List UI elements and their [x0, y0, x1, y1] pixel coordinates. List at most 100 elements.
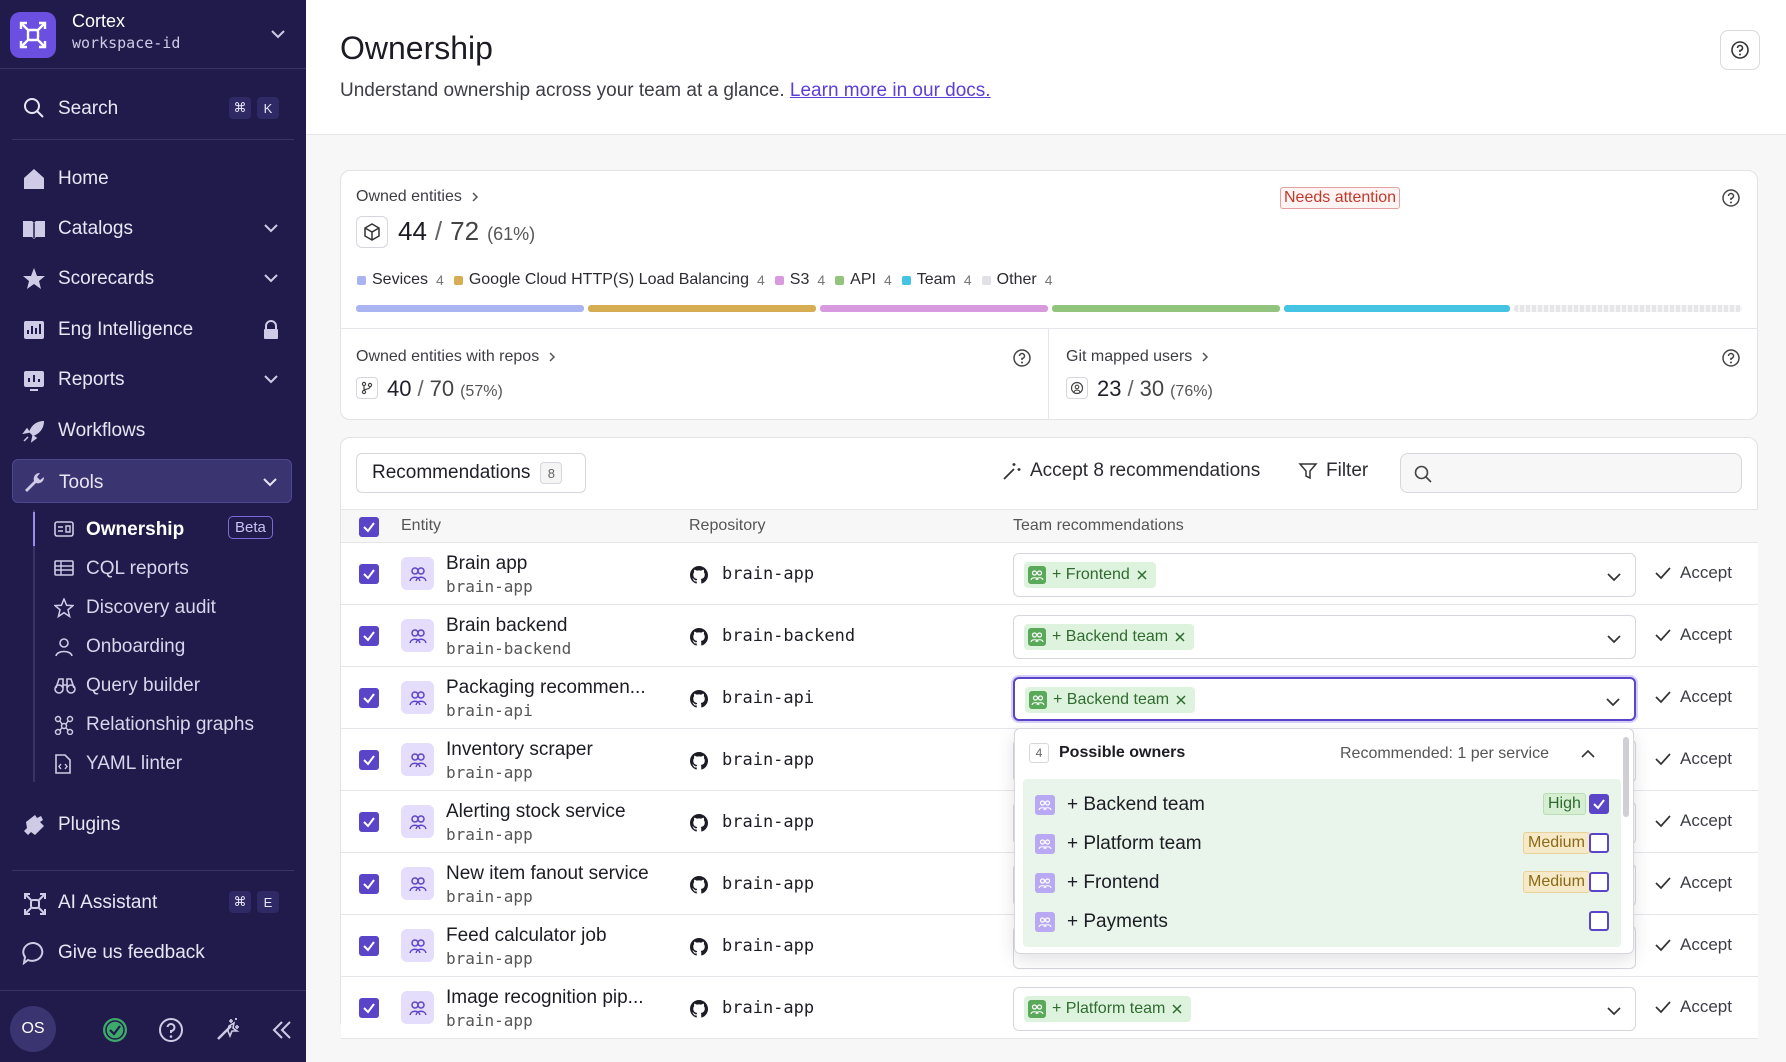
owner-checkbox[interactable]	[1589, 794, 1609, 814]
help-icon[interactable]	[158, 1017, 184, 1043]
owner-checkbox[interactable]	[1589, 911, 1609, 931]
docs-link[interactable]: Learn more in our docs.	[789, 80, 991, 101]
team-chip[interactable]: + Backend team	[1024, 624, 1195, 650]
accept-all-button[interactable]: Accept 8 recommendations	[1002, 460, 1260, 482]
team-chip[interactable]: + Frontend	[1024, 562, 1156, 588]
repository-name[interactable]: brain-app	[722, 750, 815, 770]
accept-button[interactable]: Accept	[1654, 625, 1732, 645]
accept-button[interactable]: Accept	[1654, 563, 1732, 583]
accept-button[interactable]: Accept	[1654, 873, 1732, 893]
entity-name[interactable]: New item fanout service	[446, 863, 649, 884]
remove-chip-icon[interactable]	[1175, 694, 1187, 706]
sidebar-item-ai-assistant[interactable]: AI Assistant ⌘ E	[12, 880, 292, 924]
team-select[interactable]: + Backend team	[1013, 615, 1636, 659]
accept-button[interactable]: Accept	[1654, 687, 1732, 707]
column-header-entity[interactable]: Entity	[401, 517, 442, 534]
help-button[interactable]	[1720, 30, 1760, 70]
entity-name[interactable]: Brain app	[446, 553, 528, 574]
row-checkbox[interactable]	[359, 750, 379, 770]
legend-count: 4	[883, 272, 892, 288]
accept-button[interactable]: Accept	[1654, 749, 1732, 769]
scrollbar[interactable]	[1623, 737, 1629, 817]
repos-link[interactable]: Owned entities with repos	[356, 348, 557, 366]
entity-name[interactable]: Image recognition pip...	[446, 987, 644, 1008]
owner-option[interactable]: + Platform team Medium	[1023, 824, 1621, 863]
accept-button[interactable]: Accept	[1654, 811, 1732, 831]
sidebar-item-scorecards[interactable]: Scorecards	[12, 256, 292, 300]
sidebar-item-eng-intelligence[interactable]: Eng Intelligence	[12, 307, 292, 351]
repository-name[interactable]: brain-app	[722, 998, 815, 1018]
team-select[interactable]: + Frontend	[1013, 553, 1636, 597]
sidebar-subitem-yaml-linter[interactable]: YAML linter	[34, 745, 294, 781]
repository-name[interactable]: brain-api	[722, 688, 815, 708]
sidebar-subitem-query-builder[interactable]: Query builder	[34, 667, 294, 703]
team-select[interactable]: + Platform team	[1013, 987, 1636, 1031]
sidebar-subitem-cql-reports[interactable]: CQL reports	[34, 550, 294, 586]
entity-name[interactable]: Inventory scraper	[446, 739, 593, 760]
column-header-team[interactable]: Team recommendations	[1013, 517, 1184, 534]
entity-name[interactable]: Feed calculator job	[446, 925, 607, 946]
sidebar-item-workflows[interactable]: Workflows	[12, 408, 292, 452]
row-checkbox[interactable]	[359, 874, 379, 894]
team-select[interactable]: + Backend team	[1013, 677, 1636, 721]
sidebar-item-plugins[interactable]: Plugins	[12, 802, 292, 846]
help-icon[interactable]	[1721, 348, 1741, 368]
entity-name[interactable]: Brain backend	[446, 615, 568, 636]
column-header-repository[interactable]: Repository	[689, 517, 766, 534]
help-icon[interactable]	[1012, 348, 1032, 368]
repository-name[interactable]: brain-app	[722, 812, 815, 832]
owner-option[interactable]: + Backend team High	[1023, 785, 1621, 824]
sidebar-search[interactable]: Search ⌘ K	[0, 86, 306, 130]
sidebar-item-home[interactable]: Home	[12, 156, 292, 200]
accept-button[interactable]: Accept	[1654, 997, 1732, 1017]
status-check-icon[interactable]	[102, 1017, 128, 1043]
sidebar-subitem-onboarding[interactable]: Onboarding	[34, 628, 294, 664]
entity-name[interactable]: Alerting stock service	[446, 801, 626, 822]
row-checkbox[interactable]	[359, 812, 379, 832]
owner-checkbox[interactable]	[1589, 833, 1609, 853]
row-checkbox[interactable]	[359, 936, 379, 956]
remove-chip-icon[interactable]	[1136, 569, 1148, 581]
select-all-checkbox[interactable]	[359, 517, 379, 537]
owner-option[interactable]: + Frontend Medium	[1023, 863, 1621, 902]
team-icon	[1035, 795, 1055, 815]
search-input[interactable]	[1400, 453, 1742, 493]
row-checkbox[interactable]	[359, 998, 379, 1018]
owner-option[interactable]: + Payments	[1023, 902, 1621, 941]
repository-name[interactable]: brain-app	[722, 564, 815, 584]
owner-checkbox[interactable]	[1589, 872, 1609, 892]
sidebar-item-feedback[interactable]: Give us feedback	[12, 930, 292, 974]
remove-chip-icon[interactable]	[1174, 631, 1186, 643]
sidebar-item-catalogs[interactable]: Catalogs	[12, 206, 292, 250]
row-checkbox[interactable]	[359, 626, 379, 646]
accept-button[interactable]: Accept	[1654, 935, 1732, 955]
workspace-switcher[interactable]: Cortex workspace-id	[0, 0, 306, 69]
repository-name[interactable]: brain-app	[722, 936, 815, 956]
chevron-up-icon[interactable]	[1579, 747, 1597, 761]
avatar[interactable]: OS	[10, 1006, 56, 1052]
help-icon[interactable]	[1721, 188, 1741, 208]
entity-name[interactable]: Packaging recommen...	[446, 677, 646, 698]
git-users-link[interactable]: Git mapped users	[1066, 348, 1210, 366]
possible-owners-list: + Backend team High + Platform team Medi…	[1023, 779, 1621, 947]
row-checkbox[interactable]	[359, 688, 379, 708]
sidebar-subitem-relationship-graphs[interactable]: Relationship graphs	[34, 706, 294, 742]
team-chip[interactable]: + Backend team	[1025, 687, 1196, 713]
owner-name: + Payments	[1067, 911, 1168, 932]
chevron-down-icon	[268, 24, 288, 44]
remove-chip-icon[interactable]	[1171, 1003, 1183, 1015]
sidebar-subitem-discovery-audit[interactable]: Discovery audit	[34, 589, 294, 625]
repository-name[interactable]: brain-app	[722, 874, 815, 894]
sidebar-item-reports[interactable]: Reports	[12, 357, 292, 401]
owned-entities-link[interactable]: Owned entities	[356, 188, 480, 206]
team-chip[interactable]: + Platform team	[1024, 996, 1192, 1022]
sidebar-subitem-ownership[interactable]: Ownership Beta	[34, 511, 294, 547]
entity-slug: brain-app	[446, 949, 533, 968]
row-checkbox[interactable]	[359, 564, 379, 584]
collapse-sidebar-icon[interactable]	[270, 1018, 294, 1042]
repository-name[interactable]: brain-backend	[722, 626, 856, 646]
tab-recommendations[interactable]: Recommendations 8	[356, 453, 586, 493]
sidebar-item-tools[interactable]: Tools	[12, 459, 292, 503]
magic-wand-icon[interactable]	[215, 1016, 241, 1042]
filter-button[interactable]: Filter	[1298, 460, 1368, 482]
